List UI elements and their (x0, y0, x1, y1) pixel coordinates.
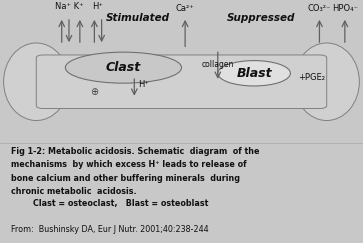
Text: Stimulated: Stimulated (106, 13, 170, 23)
Text: bone calcium and other buffering minerals  during: bone calcium and other buffering mineral… (11, 174, 240, 182)
Text: +PGE₂: +PGE₂ (298, 73, 325, 82)
Ellipse shape (218, 61, 290, 86)
Text: Blast: Blast (236, 67, 272, 80)
Text: Clast: Clast (106, 61, 141, 74)
Ellipse shape (294, 43, 359, 121)
Text: From:  Bushinsky DA, Eur J Nutr. 2001;40:238-244: From: Bushinsky DA, Eur J Nutr. 2001;40:… (11, 225, 208, 234)
Text: Suppressed: Suppressed (227, 13, 295, 23)
Text: H⁺: H⁺ (138, 80, 149, 89)
Text: CO₃²⁻: CO₃²⁻ (308, 4, 331, 13)
Text: H⁺: H⁺ (93, 2, 103, 11)
Text: mechanisms  by which excess H⁺ leads to release of: mechanisms by which excess H⁺ leads to r… (11, 160, 246, 169)
FancyBboxPatch shape (36, 55, 327, 109)
Text: Clast = osteoclast,   Blast = osteoblast: Clast = osteoclast, Blast = osteoblast (11, 199, 208, 208)
Text: collagen: collagen (201, 60, 234, 69)
Ellipse shape (4, 43, 69, 121)
Text: chronic metabolic  acidosis.: chronic metabolic acidosis. (11, 187, 136, 196)
Ellipse shape (65, 52, 182, 83)
Text: Na⁺ K⁺: Na⁺ K⁺ (55, 2, 83, 11)
Text: HPO₄⁻: HPO₄⁻ (332, 4, 358, 13)
Text: ⊕: ⊕ (90, 87, 98, 97)
Text: Ca²⁺: Ca²⁺ (176, 4, 195, 13)
Text: Fig 1-2: Metabolic acidosis. Schematic  diagram  of the: Fig 1-2: Metabolic acidosis. Schematic d… (11, 147, 260, 156)
